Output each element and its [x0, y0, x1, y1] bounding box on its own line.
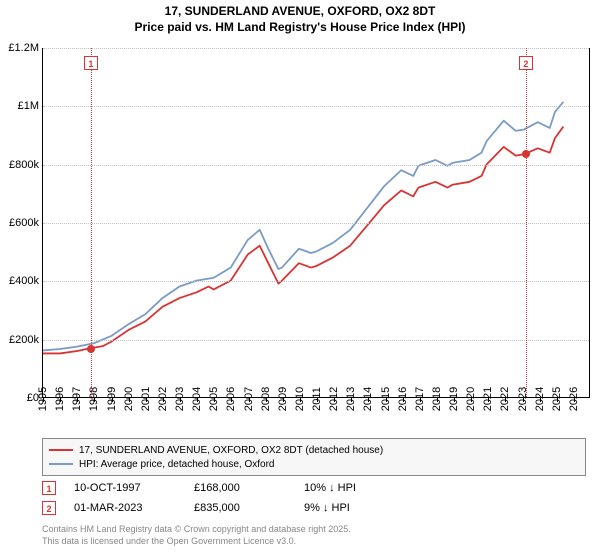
transaction-delta: 9% ↓ HPI [304, 502, 424, 514]
gridline [43, 48, 589, 49]
x-tick [437, 398, 438, 402]
footnote: Contains HM Land Registry data © Crown c… [42, 524, 351, 547]
x-tick [471, 398, 472, 402]
transaction-row: 1 10-OCT-1997 £168,000 10% ↓ HPI [42, 478, 586, 498]
legend-label-price-paid: 17, SUNDERLAND AVENUE, OXFORD, OX2 8DT (… [79, 445, 383, 456]
x-tick [129, 398, 130, 402]
y-axis-label: £1.2M [8, 42, 39, 54]
series-line-hpi [43, 102, 563, 351]
x-tick [351, 398, 352, 402]
chart-legend: 17, SUNDERLAND AVENUE, OXFORD, OX2 8DT (… [42, 438, 586, 476]
chart-title: 17, SUNDERLAND AVENUE, OXFORD, OX2 8DT P… [0, 0, 600, 35]
transaction-date: 10-OCT-1997 [74, 482, 194, 494]
x-tick [249, 398, 250, 402]
marker-box: 2 [519, 56, 533, 70]
marker-dot [522, 150, 530, 158]
x-tick [523, 398, 524, 402]
x-tick [488, 398, 489, 402]
series-line-price_paid [43, 127, 563, 354]
x-tick [231, 398, 232, 402]
x-tick [163, 398, 164, 402]
x-tick [574, 398, 575, 402]
x-tick [300, 398, 301, 402]
x-tick [60, 398, 61, 402]
footnote-line-2: This data is licensed under the Open Gov… [42, 536, 351, 548]
x-tick [94, 398, 95, 402]
marker-box: 1 [84, 56, 98, 70]
x-tick [454, 398, 455, 402]
transaction-marker: 2 [42, 501, 56, 515]
x-tick [197, 398, 198, 402]
y-axis-label: £800k [9, 159, 39, 171]
transaction-price: £168,000 [194, 482, 304, 494]
transaction-delta: 10% ↓ HPI [304, 482, 424, 494]
chart-area: £0£200k£400k£600k£800k£1M£1.2M1995199619… [42, 48, 590, 398]
transaction-price: £835,000 [194, 502, 304, 514]
legend-swatch-hpi [49, 463, 73, 465]
x-tick [266, 398, 267, 402]
plot: £0£200k£400k£600k£800k£1M£1.2M1995199619… [42, 48, 590, 398]
x-tick [283, 398, 284, 402]
transaction-date: 01-MAR-2023 [74, 502, 194, 514]
x-tick [557, 398, 558, 402]
gridline [43, 223, 589, 224]
marker-line [526, 48, 527, 397]
y-axis-label: £200k [9, 334, 39, 346]
x-tick [77, 398, 78, 402]
x-tick [368, 398, 369, 402]
transaction-marker: 1 [42, 481, 56, 495]
legend-row-price-paid: 17, SUNDERLAND AVENUE, OXFORD, OX2 8DT (… [49, 443, 579, 457]
gridline [43, 106, 589, 107]
x-tick [420, 398, 421, 402]
gridline [43, 165, 589, 166]
gridline [43, 340, 589, 341]
x-tick [317, 398, 318, 402]
marker-dot [87, 345, 95, 353]
transaction-row: 2 01-MAR-2023 £835,000 9% ↓ HPI [42, 498, 586, 518]
x-tick [180, 398, 181, 402]
x-tick [505, 398, 506, 402]
x-tick [112, 398, 113, 402]
x-tick [214, 398, 215, 402]
transaction-table: 1 10-OCT-1997 £168,000 10% ↓ HPI 2 01-MA… [42, 478, 586, 518]
legend-row-hpi: HPI: Average price, detached house, Oxfo… [49, 457, 579, 471]
chart-container: 17, SUNDERLAND AVENUE, OXFORD, OX2 8DT P… [0, 0, 600, 560]
footnote-line-1: Contains HM Land Registry data © Crown c… [42, 524, 351, 536]
x-tick [43, 398, 44, 402]
y-axis-label: £400k [9, 275, 39, 287]
x-tick [146, 398, 147, 402]
y-axis-label: £600k [9, 217, 39, 229]
gridline [43, 281, 589, 282]
legend-label-hpi: HPI: Average price, detached house, Oxfo… [79, 459, 275, 470]
x-tick [386, 398, 387, 402]
x-tick [334, 398, 335, 402]
x-tick [540, 398, 541, 402]
title-line-1: 17, SUNDERLAND AVENUE, OXFORD, OX2 8DT [0, 4, 600, 20]
legend-swatch-price-paid [49, 449, 73, 451]
title-line-2: Price paid vs. HM Land Registry's House … [0, 20, 600, 36]
y-axis-label: £1M [18, 100, 39, 112]
x-tick [403, 398, 404, 402]
